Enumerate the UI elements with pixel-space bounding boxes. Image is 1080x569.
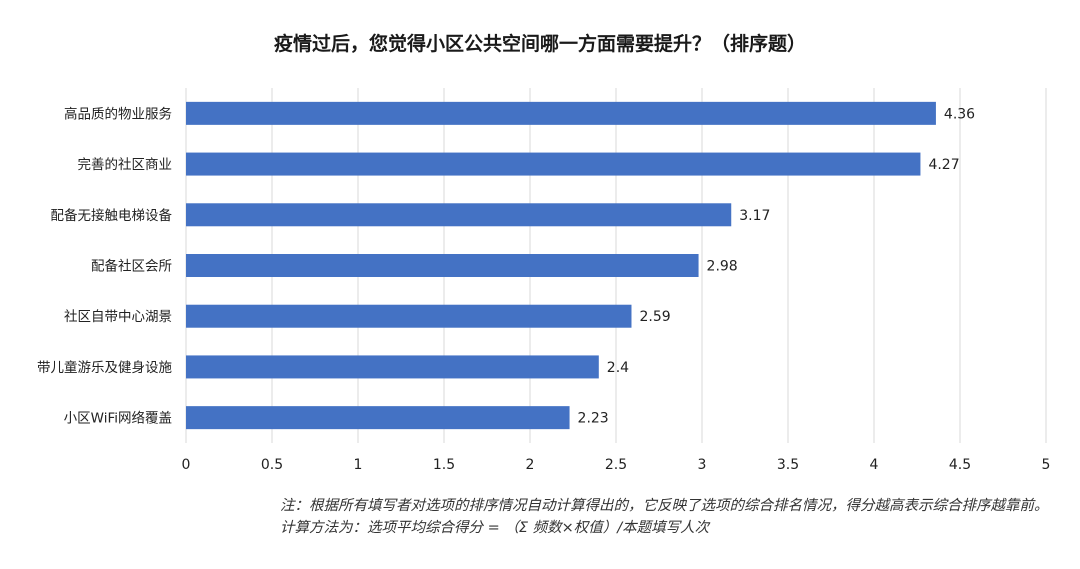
x-tick-label: 3.5 [777, 457, 799, 473]
bar [186, 254, 699, 277]
x-tick-label: 4 [870, 457, 879, 473]
bar [186, 203, 732, 227]
x-tick-label: 2 [526, 457, 535, 473]
bar [186, 101, 936, 125]
x-tick-label: 5 [1042, 457, 1051, 473]
category-label: 配备社区会所 [91, 258, 172, 275]
category-labels: 高品质的物业服务完善的社区商业配备无接触电梯设备配备社区会所社区自带中心湖景带儿… [37, 105, 172, 426]
bars [186, 101, 936, 430]
category-label: 社区自带中心湖景 [64, 309, 172, 325]
bar [186, 304, 632, 328]
x-tick-label: 4.5 [949, 457, 971, 473]
data-label: 4.27 [928, 157, 959, 173]
bar [186, 355, 599, 379]
data-label: 4.36 [944, 106, 975, 122]
x-tick-label: 1.5 [433, 457, 455, 473]
data-label: 3.17 [739, 208, 770, 224]
bar [186, 406, 570, 430]
category-label: 小区WiFi网络覆盖 [64, 411, 172, 427]
x-axis-tick-labels: 0 0.5 1 1.5 2 2.5 3 3.5 4 4.5 5 [182, 457, 1051, 473]
x-tick-label: 2.5 [605, 457, 627, 473]
x-tick-label: 0.5 [261, 457, 283, 473]
footnote: 注：根据所有填写者对选项的排序情况自动计算得出的，它反映了选项的综合排名情况，得… [280, 498, 1049, 536]
x-tick-label: 3 [698, 457, 707, 473]
x-tick-label: 1 [354, 457, 363, 473]
chart-title: 疫情过后，您觉得小区公共空间哪一方面需要提升？（排序题） [274, 32, 806, 55]
category-label: 完善的社区商业 [78, 157, 173, 173]
data-label: 2.23 [578, 411, 609, 427]
data-label: 2.4 [607, 360, 629, 376]
x-tick-label: 0 [182, 457, 191, 473]
category-label: 高品质的物业服务 [64, 105, 172, 122]
bar [186, 152, 921, 176]
data-label: 2.98 [707, 259, 738, 275]
category-label: 配备无接触电梯设备 [51, 207, 173, 224]
data-label: 2.59 [639, 309, 670, 325]
category-label: 带儿童游乐及健身设施 [37, 359, 172, 376]
data-labels: 4.36 4.27 3.17 2.98 2.59 2.4 2.23 [578, 106, 976, 426]
